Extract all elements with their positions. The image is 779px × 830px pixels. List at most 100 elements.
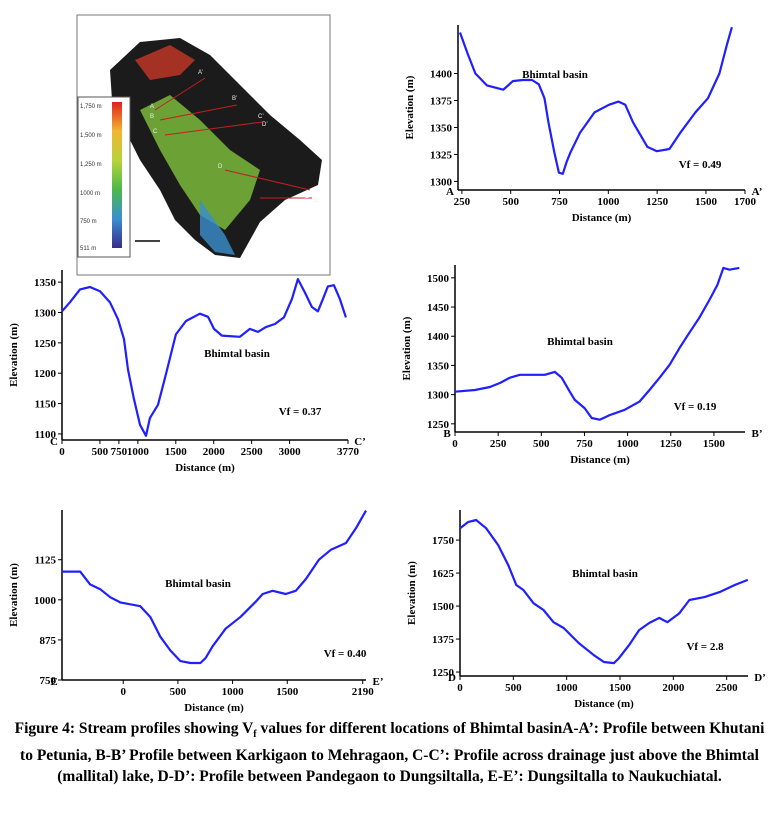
y-tick-label: 1325 (430, 149, 453, 161)
x-tick-label: 1000 (617, 438, 640, 450)
profile-label: D (218, 164, 223, 170)
map-panel (76, 14, 331, 276)
end-label: D’ (754, 672, 766, 684)
x-tick-label: 0 (452, 438, 458, 450)
profile-label: A (150, 104, 154, 110)
profile-label: E’ (314, 198, 319, 204)
y-tick-label: 1500 (427, 273, 450, 285)
x-tick-label: 0 (120, 686, 126, 698)
x-tick-label: 1250 (660, 438, 683, 450)
x-tick-label: 1250 (646, 196, 669, 208)
basin-label: Bhimtal basin (547, 336, 613, 348)
y-tick-label: 1500 (432, 601, 455, 613)
basin-high (135, 45, 195, 80)
profile-line (454, 266, 740, 421)
x-tick-label: 750 (551, 196, 568, 208)
x-axis-title: Distance (m) (184, 702, 244, 714)
end-label: E’ (373, 676, 384, 688)
x-tick-label: 500 (170, 686, 187, 698)
basin-label: Bhimtal basin (165, 578, 231, 590)
basin-low (200, 200, 235, 255)
x-tick-label: 750 (576, 438, 593, 450)
x-tick-label: 1500 (695, 196, 718, 208)
start-label: A (446, 186, 454, 198)
x-tick-label: 0 (457, 682, 463, 694)
y-tick-label: 1400 (427, 331, 450, 343)
y-tick-label: 1375 (432, 634, 455, 646)
start-label: D (448, 672, 456, 684)
y-tick-label: 1350 (34, 277, 57, 289)
legend-label: 1000 m (80, 191, 100, 197)
legend-label: 750 m (80, 219, 97, 225)
legend-label: 1,500 m (80, 133, 102, 139)
y-tick-label: 1125 (35, 555, 57, 567)
y-axis-title: Elevation (m) (404, 75, 416, 139)
caption-text: values for different locations of Bhimta… (20, 720, 765, 786)
x-axis-title: Distance (m) (574, 698, 634, 710)
y-axis-title: Elevation (m) (8, 563, 20, 627)
x-axis-title: Distance (m) (570, 454, 630, 466)
x-tick-label: 2500 (241, 446, 264, 458)
profile-label: C’ (258, 114, 264, 120)
x-tick-label: 500 (533, 438, 550, 450)
basin-label: Bhimtal basin (522, 69, 588, 81)
y-tick-label: 1250 (432, 667, 455, 679)
y-axis-title: Elevation (m) (8, 323, 20, 387)
basin-relief (140, 95, 260, 230)
basin-label: Bhimtal basin (572, 568, 638, 580)
profile-line (154, 77, 206, 111)
profile-line (164, 121, 263, 136)
caption: Figure 4: Stream profiles showing Vf val… (8, 718, 771, 787)
profile-line (458, 26, 733, 175)
x-tick-label: 2190 (352, 686, 375, 698)
end-label: A’ (752, 186, 763, 198)
end-label: B’ (752, 428, 763, 440)
profile-label: C (153, 129, 158, 135)
start-label: B (443, 428, 451, 440)
caption-text: Figure 4: Stream profiles showing V (14, 720, 254, 737)
legend-label: 511 m (80, 246, 96, 252)
start-label: C (50, 436, 58, 448)
x-tick-label: 500 (505, 682, 522, 694)
x-tick-label: 0 (59, 446, 65, 458)
y-tick-label: 1375 (430, 95, 453, 107)
y-tick-label: 1300 (430, 176, 453, 188)
start-label: E (50, 676, 57, 688)
profile-line (459, 518, 749, 665)
y-tick-label: 1300 (427, 390, 450, 402)
y-tick-label: 750 (40, 675, 57, 687)
profile-label: A’ (198, 70, 203, 76)
y-tick-label: 1250 (427, 419, 450, 431)
x-tick-label: 1500 (609, 682, 632, 694)
x-tick-label: 1000 (222, 686, 245, 698)
vf-label: Vf = 2.8 (686, 641, 724, 653)
legend-box (77, 96, 131, 258)
y-tick-label: 875 (40, 635, 57, 647)
x-tick-label: 1000 (597, 196, 620, 208)
y-tick-label: 1350 (427, 360, 450, 372)
y-tick-label: 1250 (34, 338, 57, 350)
y-tick-label: 1000 (34, 595, 57, 607)
legend-label: 1,250 m (80, 162, 102, 168)
vf-label: Vf = 0.49 (679, 159, 722, 171)
x-tick-label: 1700 (734, 196, 757, 208)
y-axis-title: Elevation (m) (406, 561, 418, 625)
vf-label: Vf = 0.37 (279, 406, 322, 418)
y-tick-label: 1200 (34, 368, 57, 380)
x-tick-label: 500 (502, 196, 519, 208)
y-tick-label: 1750 (432, 535, 455, 547)
color-bar (112, 102, 122, 248)
x-tick-label: 2000 (203, 446, 226, 458)
profile-line (224, 169, 311, 191)
x-tick-label: 1500 (276, 686, 299, 698)
vf-label: Vf = 0.40 (324, 648, 367, 660)
figure: 1,750 m 1,500 m 1,250 m 1000 m 750 m 511 m A A’… (8, 14, 766, 714)
profile-line (61, 278, 347, 437)
y-tick-label: 1300 (34, 308, 57, 320)
basin-label: Bhimtal basin (204, 348, 270, 360)
y-tick-label: 1100 (35, 429, 57, 441)
y-tick-label: 1150 (35, 399, 57, 411)
x-tick-label: 3000 (279, 446, 302, 458)
x-tick-label: 250 (490, 438, 507, 450)
